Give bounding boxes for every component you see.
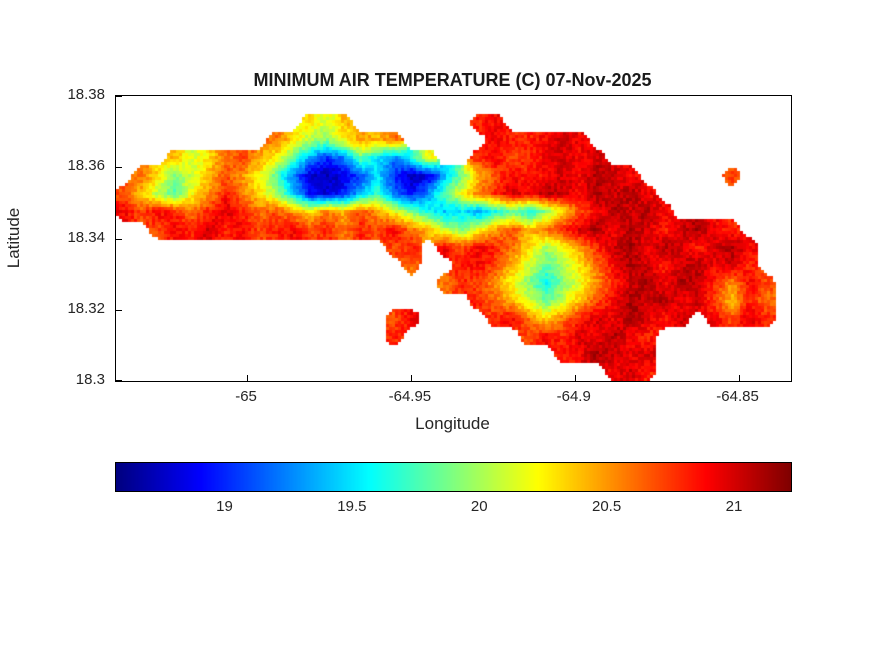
y-tick-label: 18.32 xyxy=(67,299,105,317)
colorbar-tick-label: 20.5 xyxy=(591,498,622,515)
x-axis-label: Longitude xyxy=(415,414,490,433)
x-tick-mark xyxy=(738,375,740,381)
x-tick-mark xyxy=(410,375,412,381)
x-tick-label: -64.95 xyxy=(388,388,432,405)
y-tick-label: 18.36 xyxy=(67,157,105,175)
x-tick-mark xyxy=(247,375,249,381)
x-tick-label: -65 xyxy=(235,388,257,405)
y-tick-label: 18.34 xyxy=(67,228,105,246)
y-tick-mark xyxy=(116,309,122,311)
y-tick-mark xyxy=(116,167,122,169)
colorbar-tick-label: 19.5 xyxy=(337,498,367,515)
colorbar-canvas xyxy=(116,463,791,491)
y-tick-label: 18.38 xyxy=(67,86,105,103)
colorbar-tick-label: 20 xyxy=(470,498,488,515)
chart-title: MINIMUM AIR TEMPERATURE (C) 07-Nov-2025 xyxy=(253,70,652,90)
heatmap-canvas xyxy=(116,96,791,381)
plot-area xyxy=(115,95,792,382)
colorbar xyxy=(115,462,792,492)
y-tick-mark xyxy=(116,96,122,97)
colorbar-tick-label: 19 xyxy=(216,498,233,515)
x-tick-mark xyxy=(574,375,576,381)
x-tick-label: -64.85 xyxy=(716,388,759,405)
colorbar-tick-label: 21 xyxy=(725,498,743,515)
y-tick-label: 18.3 xyxy=(75,371,105,388)
y-tick-mark xyxy=(116,238,122,240)
y-tick-mark xyxy=(116,380,122,381)
x-tick-label: -64.9 xyxy=(556,388,591,405)
